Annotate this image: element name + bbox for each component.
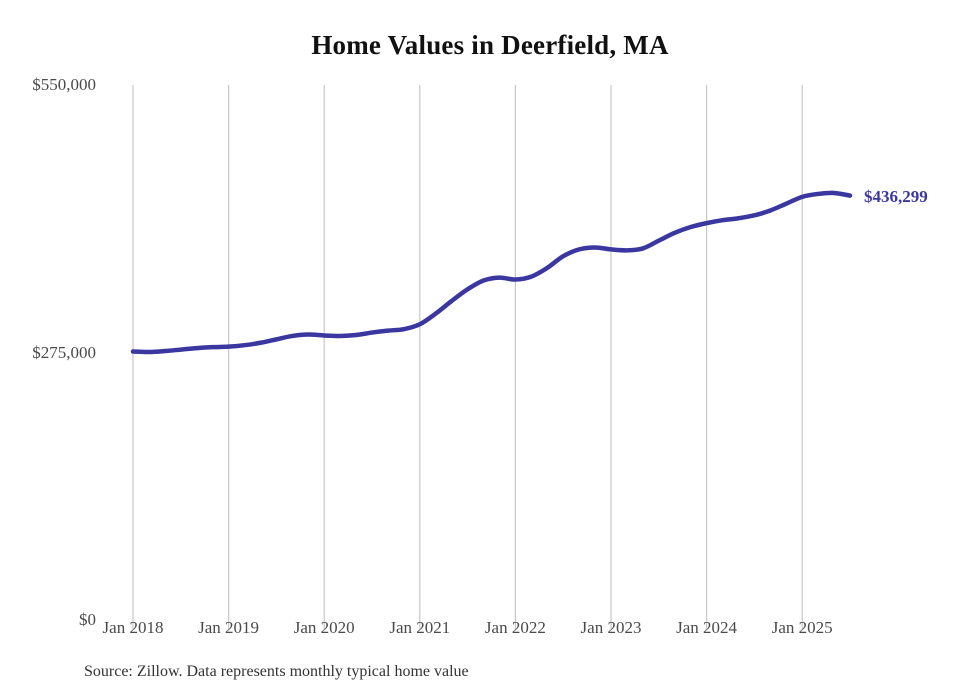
y-tick-label: $0	[79, 610, 96, 629]
x-tick-label: Jan 2022	[484, 618, 546, 637]
y-tick-label-wrap: $550,000	[0, 75, 96, 95]
gridlines-group	[132, 85, 803, 620]
x-tick-label: Jan 2019	[198, 618, 260, 637]
chart-title: Home Values in Deerfield, MA	[311, 30, 669, 60]
y-tick-label-wrap: $275,000	[0, 343, 96, 363]
x-tick-label: Jan 2024	[676, 618, 738, 637]
x-tick-label: Jan 2023	[580, 618, 642, 637]
x-tick-label: Jan 2020	[293, 618, 355, 637]
x-tick-label: Jan 2025	[771, 618, 833, 637]
y-tick-label: $275,000	[32, 342, 96, 362]
end-value-label: $436,299	[864, 186, 928, 206]
y-tick-label-wrap: $0	[0, 610, 96, 630]
tick-marks-group	[132, 620, 803, 629]
source-note: Source: Zillow. Data represents monthly …	[84, 663, 469, 680]
line-series-home-values	[130, 190, 853, 355]
x-tick-label: Jan 2018	[102, 618, 164, 637]
y-tick-label: $550,000	[32, 75, 96, 94]
x-tick-label: Jan 2021	[389, 618, 451, 637]
